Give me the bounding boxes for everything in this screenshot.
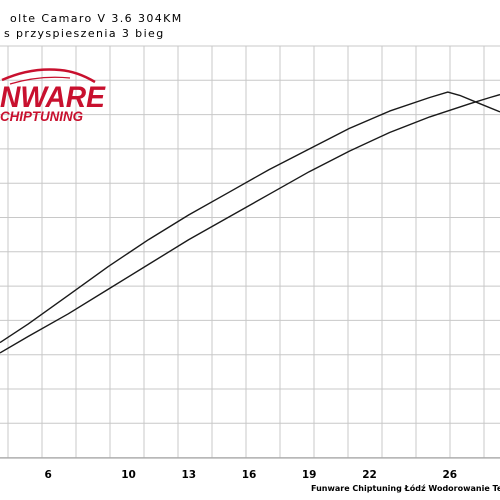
series-line-1 <box>0 91 500 344</box>
x-axis-ticks: 6 10 13 16 19 22 26 <box>45 469 458 481</box>
series-group <box>0 91 500 354</box>
series-line-2 <box>0 93 500 354</box>
logo-text: NWARE <box>0 81 106 114</box>
x-tick-label: 19 <box>302 469 317 481</box>
chart-title: olte Camaro V 3.6 304KM <box>10 12 183 25</box>
chart-subtitle: s przyspieszenia 3 bieg <box>4 27 165 40</box>
x-tick-label: 13 <box>181 469 196 481</box>
x-tick-label: 26 <box>442 469 457 481</box>
logo-subtext: CHIPTUNING <box>0 108 83 124</box>
x-tick-label: 22 <box>362 469 377 481</box>
x-tick-label: 16 <box>242 469 257 481</box>
x-tick-label: 10 <box>121 469 136 481</box>
logo-car-icon <box>1 68 96 84</box>
footer-credit: Funware Chiptuning Łódź Wodorowanie Te <box>311 483 500 493</box>
x-tick-label: 6 <box>45 469 52 481</box>
funware-logo: NWARE CHIPTUNING <box>0 68 106 124</box>
